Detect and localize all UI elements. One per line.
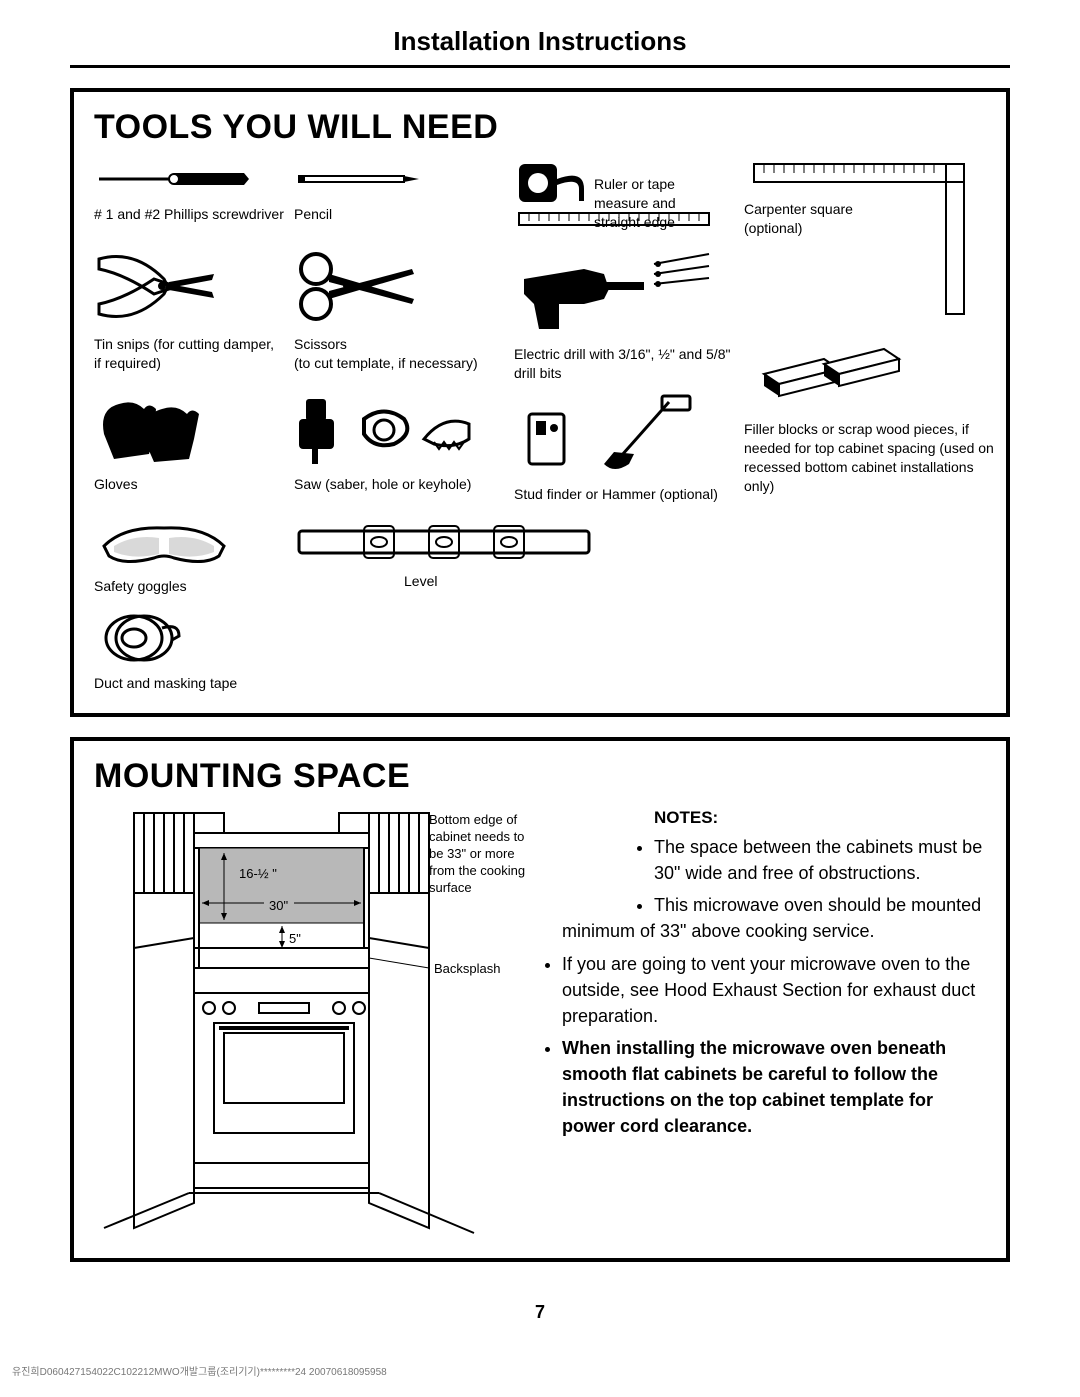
tinsnips-icon (94, 244, 224, 329)
tool-drill: Electric drill with 3/16", ½" and 5/8" d… (514, 244, 734, 383)
tools-title: TOOLS YOU WILL NEED (94, 108, 986, 147)
tool-scissors: Scissors (to cut template, if necessary) (294, 244, 504, 383)
tool-label: Filler blocks or scrap wood pieces, if n… (744, 420, 1004, 496)
note-item: The space between the cabinets must be 3… (562, 834, 986, 886)
dim-height: 16-½ " (239, 866, 277, 881)
gloves-icon (94, 394, 204, 469)
scissors-icon (294, 244, 424, 329)
tool-studfinder: Stud finder or Hammer (optional) (514, 394, 734, 504)
tool-label: Gloves (94, 475, 138, 494)
label-backsplash: Backsplash (434, 961, 500, 976)
tool-gloves: Gloves (94, 394, 284, 504)
tool-screwdriver: # 1 and #2 Phillips screwdriver (94, 159, 284, 232)
tools-section: TOOLS YOU WILL NEED # 1 and #2 Phillips … (70, 88, 1010, 717)
tool-label: Duct and masking tape (94, 674, 237, 693)
screwdriver-icon (94, 159, 254, 199)
tool-tape: Duct and masking tape (94, 608, 284, 693)
goggles-icon (94, 516, 234, 571)
studfinder-icon (514, 394, 714, 479)
mounting-section: MOUNTING SPACE (70, 737, 1010, 1262)
tool-label: Electric drill with 3/16", ½" and 5/8" d… (514, 345, 734, 383)
notes-column: Bottom edge of cabinet needs to be 33" o… (544, 808, 986, 1238)
tool-goggles: Safety goggles (94, 516, 284, 596)
tool-label: Stud finder or Hammer (optional) (514, 485, 718, 504)
dim-gap: 5" (289, 931, 301, 946)
tool-level: Level (294, 516, 734, 596)
label-bottom-edge: Bottom edge of cabinet needs to be 33" o… (429, 812, 539, 896)
tool-label: Carpenter square (optional) (744, 200, 884, 238)
tool-label: Safety goggles (94, 577, 187, 596)
note-item: If you are going to vent your microwave … (562, 951, 986, 1029)
divider (70, 65, 1010, 68)
saw-icon (294, 394, 494, 469)
tool-pencil: Pencil (294, 159, 504, 232)
tool-saw: Saw (saber, hole or keyhole) (294, 394, 504, 504)
page-number: 7 (70, 1302, 1010, 1323)
tool-label: Ruler or tape measure and straight edge (594, 175, 714, 232)
level-icon (294, 516, 594, 566)
filler-icon (744, 334, 924, 414)
mounting-title: MOUNTING SPACE (94, 757, 410, 796)
drill-icon (514, 244, 714, 339)
tool-label: Level (404, 572, 437, 591)
tool-label: Tin snips (for cutting damper, if requir… (94, 335, 284, 373)
footer-code: 유진희D060427154022C102212MWO개발그룹(조리기기)****… (0, 1363, 1080, 1384)
tool-filler: Filler blocks or scrap wood pieces, if n… (744, 334, 1004, 596)
square-icon (744, 159, 974, 319)
tool-label: Scissors (to cut template, if necessary) (294, 335, 478, 373)
tool-label: Pencil (294, 205, 332, 224)
tool-tinsnips: Tin snips (for cutting damper, if requir… (94, 244, 284, 383)
note-item: When installing the microwave oven benea… (562, 1035, 986, 1139)
tape-icon (94, 608, 184, 668)
notes-list: The space between the cabinets must be 3… (544, 834, 986, 1139)
dim-width: 30" (269, 898, 288, 913)
notes-header: NOTES: (544, 808, 986, 828)
tool-label: # 1 and #2 Phillips screwdriver (94, 205, 284, 224)
tool-ruler: Ruler or tape measure and straight edge (514, 159, 734, 232)
pencil-icon (294, 159, 434, 199)
page-title: Installation Instructions (70, 26, 1010, 57)
note-item: This microwave oven should be mounted mi… (562, 892, 986, 944)
tool-label: Saw (saber, hole or keyhole) (294, 475, 471, 494)
